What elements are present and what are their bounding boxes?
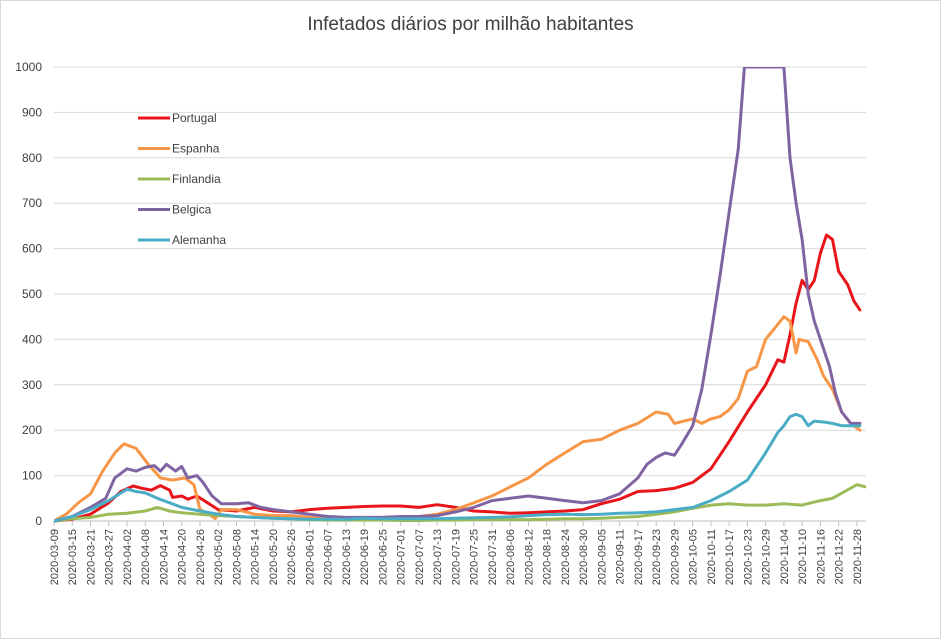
y-tick-label: 200 [22, 423, 42, 437]
series-lines [54, 67, 866, 523]
x-tick-label: 2020-05-20 [268, 529, 280, 585]
x-tick-label: 2020-06-13 [341, 529, 353, 585]
x-tick-label: 2020-08-24 [560, 529, 572, 585]
x-tick-label: 2020-07-31 [487, 529, 499, 585]
x-axis: 2020-03-09 2020-03-15 2020-03-21 2020-03-27… [49, 520, 866, 585]
x-tick-label: 2020-05-26 [286, 529, 298, 585]
x-tick-label: 2020-11-28 [852, 529, 864, 584]
x-tick-label: 2020-09-11 [615, 529, 627, 584]
x-tick-label: 2020-03-21 [85, 529, 97, 585]
x-tick-label: 2020-04-14 [158, 529, 170, 585]
x-tick-label: 2020-04-26 [195, 529, 207, 585]
y-tick-label: 900 [22, 105, 42, 119]
legend: Portugal Espanha Finlandia Belgica Alemanha [138, 111, 226, 247]
x-tick-label: 2020-10-11 [706, 529, 718, 584]
x-tick-label: 2020-08-12 [523, 529, 535, 585]
x-tick-label: 2020-05-02 [213, 529, 225, 585]
x-tick-label: 2020-11-04 [779, 529, 791, 584]
x-tick-label: 2020-11-22 [834, 529, 846, 584]
series-line-finlandia [54, 483, 866, 523]
legend-label: Espanha [172, 142, 220, 156]
series-line-belgica [54, 67, 862, 523]
x-tick-label: 2020-10-05 [688, 529, 700, 585]
x-tick-label: 2020-03-27 [104, 529, 116, 585]
legend-label: Belgica [172, 203, 212, 217]
x-tick-label: 2020-09-05 [596, 529, 608, 585]
x-tick-label: 2020-08-30 [578, 529, 590, 585]
y-tick-label: 300 [22, 378, 42, 392]
x-tick-label: 2020-06-01 [304, 529, 316, 585]
x-tick-label: 2020-09-23 [651, 529, 663, 585]
x-tick-label: 2020-03-09 [49, 529, 61, 585]
x-tick-label: 2020-09-17 [633, 529, 645, 585]
series-line-alemanha [54, 412, 862, 523]
y-tick-label: 800 [22, 151, 42, 165]
x-tick-label: 2020-07-25 [469, 529, 481, 585]
y-axis: 0 100 200 300 400 500 600 700 800 900 1000 [15, 60, 42, 528]
x-tick-label: 2020-04-02 [122, 529, 134, 585]
y-tick-label: 600 [22, 242, 42, 256]
x-tick-label: 2020-10-17 [724, 529, 736, 585]
x-tick-label: 2020-04-20 [177, 529, 189, 585]
x-tick-label: 2020-06-07 [323, 529, 335, 585]
chart-title: Infetados diários por milhão habitantes [307, 14, 634, 35]
series-line-portugal [54, 233, 862, 523]
x-tick-label: 2020-03-15 [67, 529, 79, 585]
x-tick-label: 2020-07-19 [450, 529, 462, 585]
y-tick-label: 700 [22, 196, 42, 210]
y-tick-label: 1000 [15, 60, 42, 74]
x-tick-label: 2020-07-01 [396, 529, 408, 585]
y-tick-label: 400 [22, 332, 42, 346]
y-tick-label: 500 [22, 287, 42, 301]
x-tick-label: 2020-08-18 [542, 529, 554, 585]
x-tick-label: 2020-09-29 [669, 529, 681, 585]
x-tick-label: 2020-10-29 [761, 529, 773, 585]
legend-label: Finlandia [172, 172, 221, 186]
x-tick-label: 2020-06-19 [359, 529, 371, 585]
x-tick-label: 2020-05-14 [250, 529, 262, 585]
x-tick-label: 2020-08-06 [505, 529, 517, 585]
x-tick-label: 2020-05-08 [231, 529, 243, 585]
y-tick-label: 0 [35, 514, 42, 528]
series-line-espanha [54, 315, 862, 523]
x-tick-label: 2020-04-08 [140, 529, 152, 585]
gridlines [54, 66, 866, 522]
legend-label: Portugal [172, 111, 217, 125]
legend-label: Alemanha [172, 233, 226, 247]
x-tick-label: 2020-07-13 [432, 529, 444, 585]
y-tick-label: 100 [22, 469, 42, 483]
x-tick-label: 2020-07-07 [414, 529, 426, 585]
x-tick-label: 2020-11-16 [815, 529, 827, 584]
x-tick-label: 2020-06-25 [377, 529, 389, 585]
x-tick-label: 2020-10-23 [742, 529, 754, 585]
x-tick-label: 2020-11-10 [797, 529, 809, 584]
